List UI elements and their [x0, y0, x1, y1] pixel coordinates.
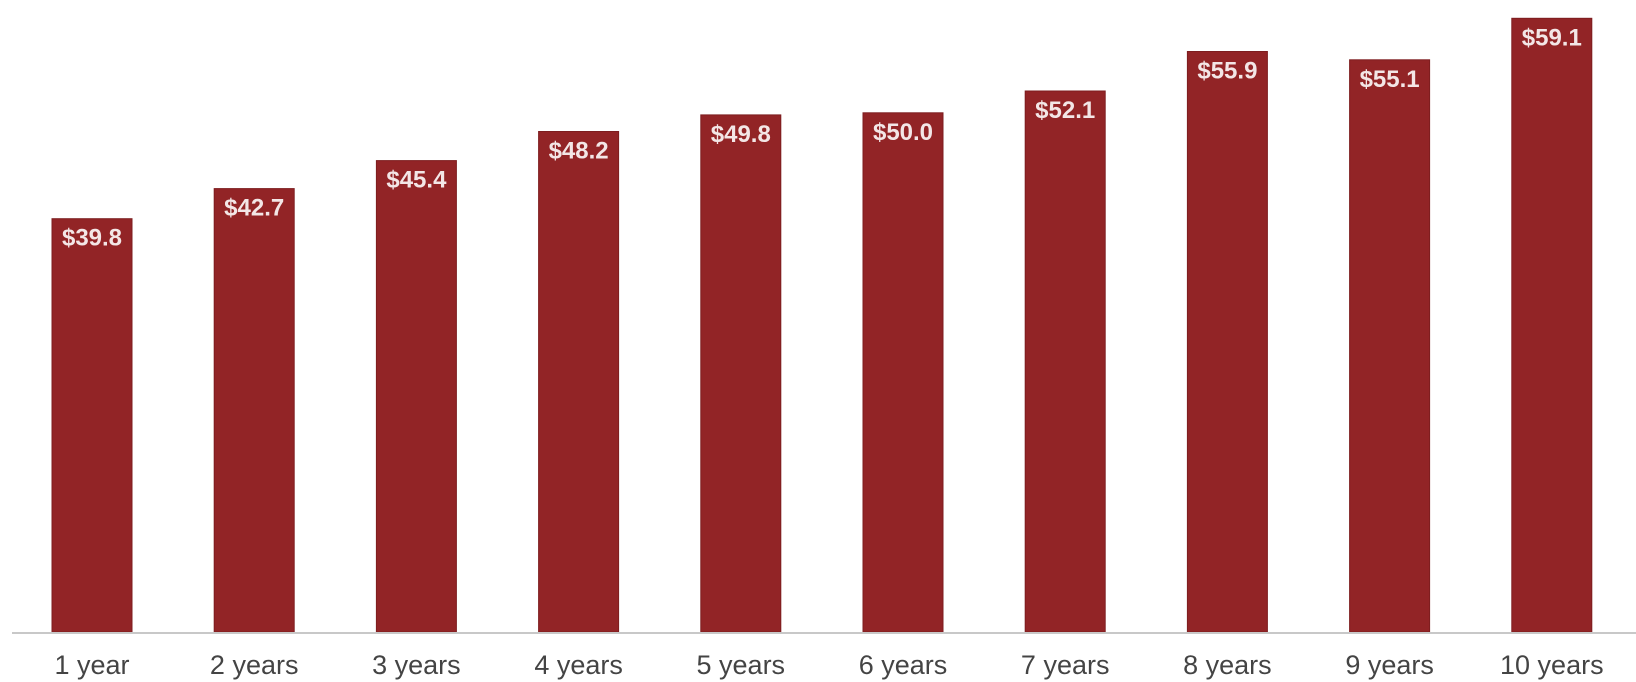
bar-3 — [375, 160, 457, 633]
bar-value-label-9: $55.1 — [1360, 66, 1420, 93]
bar-value-label-2: $42.7 — [224, 195, 284, 222]
bar-4 — [538, 131, 620, 633]
bar-8 — [1186, 51, 1268, 633]
x-tick-label-8: 8 years — [1183, 650, 1272, 680]
x-tick-label-2: 2 years — [210, 650, 299, 680]
bar-value-label-1: $39.8 — [62, 225, 122, 252]
bar-value-label-4: $48.2 — [549, 138, 609, 165]
x-tick-label-4: 4 years — [534, 650, 623, 680]
x-tick-label-9: 9 years — [1345, 650, 1434, 680]
bar-5 — [700, 114, 782, 633]
bar-1 — [51, 218, 133, 633]
bar-value-label-3: $45.4 — [386, 167, 447, 194]
x-tick-label-1: 1 year — [54, 650, 129, 680]
bar-2 — [213, 188, 295, 633]
x-tick-label-6: 6 years — [859, 650, 948, 680]
x-tick-label-5: 5 years — [697, 650, 786, 680]
bar-6 — [862, 112, 944, 633]
x-tick-label-10: 10 years — [1500, 650, 1604, 680]
bar-7 — [1024, 90, 1106, 633]
x-tick-label-7: 7 years — [1021, 650, 1110, 680]
bar-value-label-7: $52.1 — [1035, 97, 1095, 124]
bars-layer: $39.8 $42.7 $45.4 $48.2 $49.8 $50.0 $52.1 $55.9… — [51, 17, 1593, 633]
bar-value-label-8: $55.9 — [1197, 58, 1257, 85]
bar-value-label-5: $49.8 — [711, 121, 771, 148]
bar-10 — [1511, 17, 1593, 633]
bar-value-label-10: $59.1 — [1522, 24, 1582, 51]
bar-9 — [1349, 59, 1431, 633]
bar-value-label-6: $50.0 — [873, 119, 933, 146]
x-tick-labels: 1 year 2 years 3 years 4 years 5 years 6 year… — [54, 650, 1603, 680]
x-tick-label-3: 3 years — [372, 650, 461, 680]
